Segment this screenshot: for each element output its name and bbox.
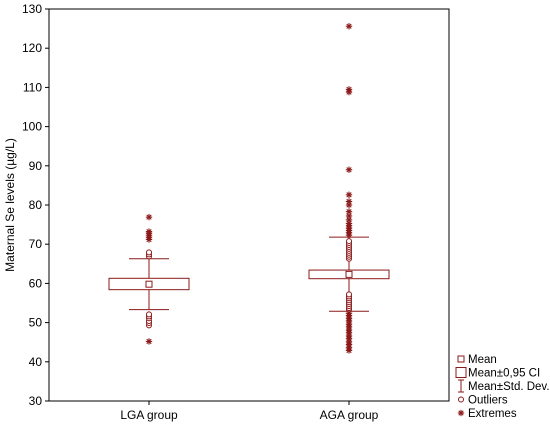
y-axis: 30 40 50 60 70 80 90 100 110 120 130	[22, 2, 49, 408]
y-tick-label: 70	[29, 237, 43, 251]
legend-label: Mean	[468, 354, 497, 366]
outlier-point	[146, 311, 152, 318]
legend-label: Outliers	[468, 395, 508, 407]
legend-item-extreme: Extremes	[457, 408, 517, 420]
y-axis-label: Maternal Se levels (µg/L)	[3, 138, 17, 272]
legend-label: Mean±0,95 CI	[468, 368, 540, 380]
y-tick-label: 120	[22, 41, 42, 55]
y-tick-label: 40	[29, 355, 43, 369]
plot-marks	[108, 23, 390, 354]
legend-label: Extremes	[468, 408, 517, 420]
y-tick-label: 110	[23, 80, 42, 94]
y-tick-label: 50	[29, 316, 43, 330]
legend-label: Mean±Std. Dev.	[468, 381, 550, 393]
extreme-point	[145, 213, 153, 221]
extreme-point	[345, 166, 353, 173]
extreme-point	[345, 208, 353, 215]
legend-symbol-mean	[457, 355, 465, 363]
mean-marker	[345, 270, 353, 278]
y-tick-label: 80	[29, 198, 43, 212]
x-axis: LGA group AGA group	[120, 401, 379, 422]
legend-item-box: Mean±0,95 CI	[455, 367, 540, 380]
series-lga-group	[108, 213, 190, 345]
y-tick-label: 60	[29, 276, 43, 290]
extreme-point	[345, 198, 353, 205]
legend-symbol-box	[455, 367, 467, 378]
extreme-point	[345, 86, 353, 93]
outlier-point	[146, 249, 152, 256]
extreme-point	[145, 338, 153, 345]
legend-symbol-outlier	[458, 396, 464, 403]
y-tick-label: 130	[22, 2, 42, 16]
x-tick-label: AGA group	[320, 408, 379, 422]
mean-marker	[145, 280, 153, 288]
y-tick-label: 100	[22, 120, 42, 134]
y-tick-label: 30	[29, 394, 43, 408]
plot-area	[48, 8, 450, 402]
extreme-point	[345, 23, 353, 30]
outlier-point	[346, 238, 352, 245]
extreme-point	[145, 228, 153, 235]
x-tick-label: LGA group	[120, 408, 178, 422]
extreme-point	[345, 309, 353, 317]
legend-item-whisker: Mean±Std. Dev.	[458, 379, 550, 393]
outlier-point	[346, 291, 352, 298]
y-tick-label: 90	[29, 159, 43, 173]
extreme-point	[345, 191, 353, 199]
legend-item-mean: Mean	[457, 354, 497, 366]
legend-item-outlier: Outliers	[458, 395, 508, 407]
legend-symbol-extreme	[457, 409, 465, 417]
series-aga-group	[308, 23, 390, 354]
